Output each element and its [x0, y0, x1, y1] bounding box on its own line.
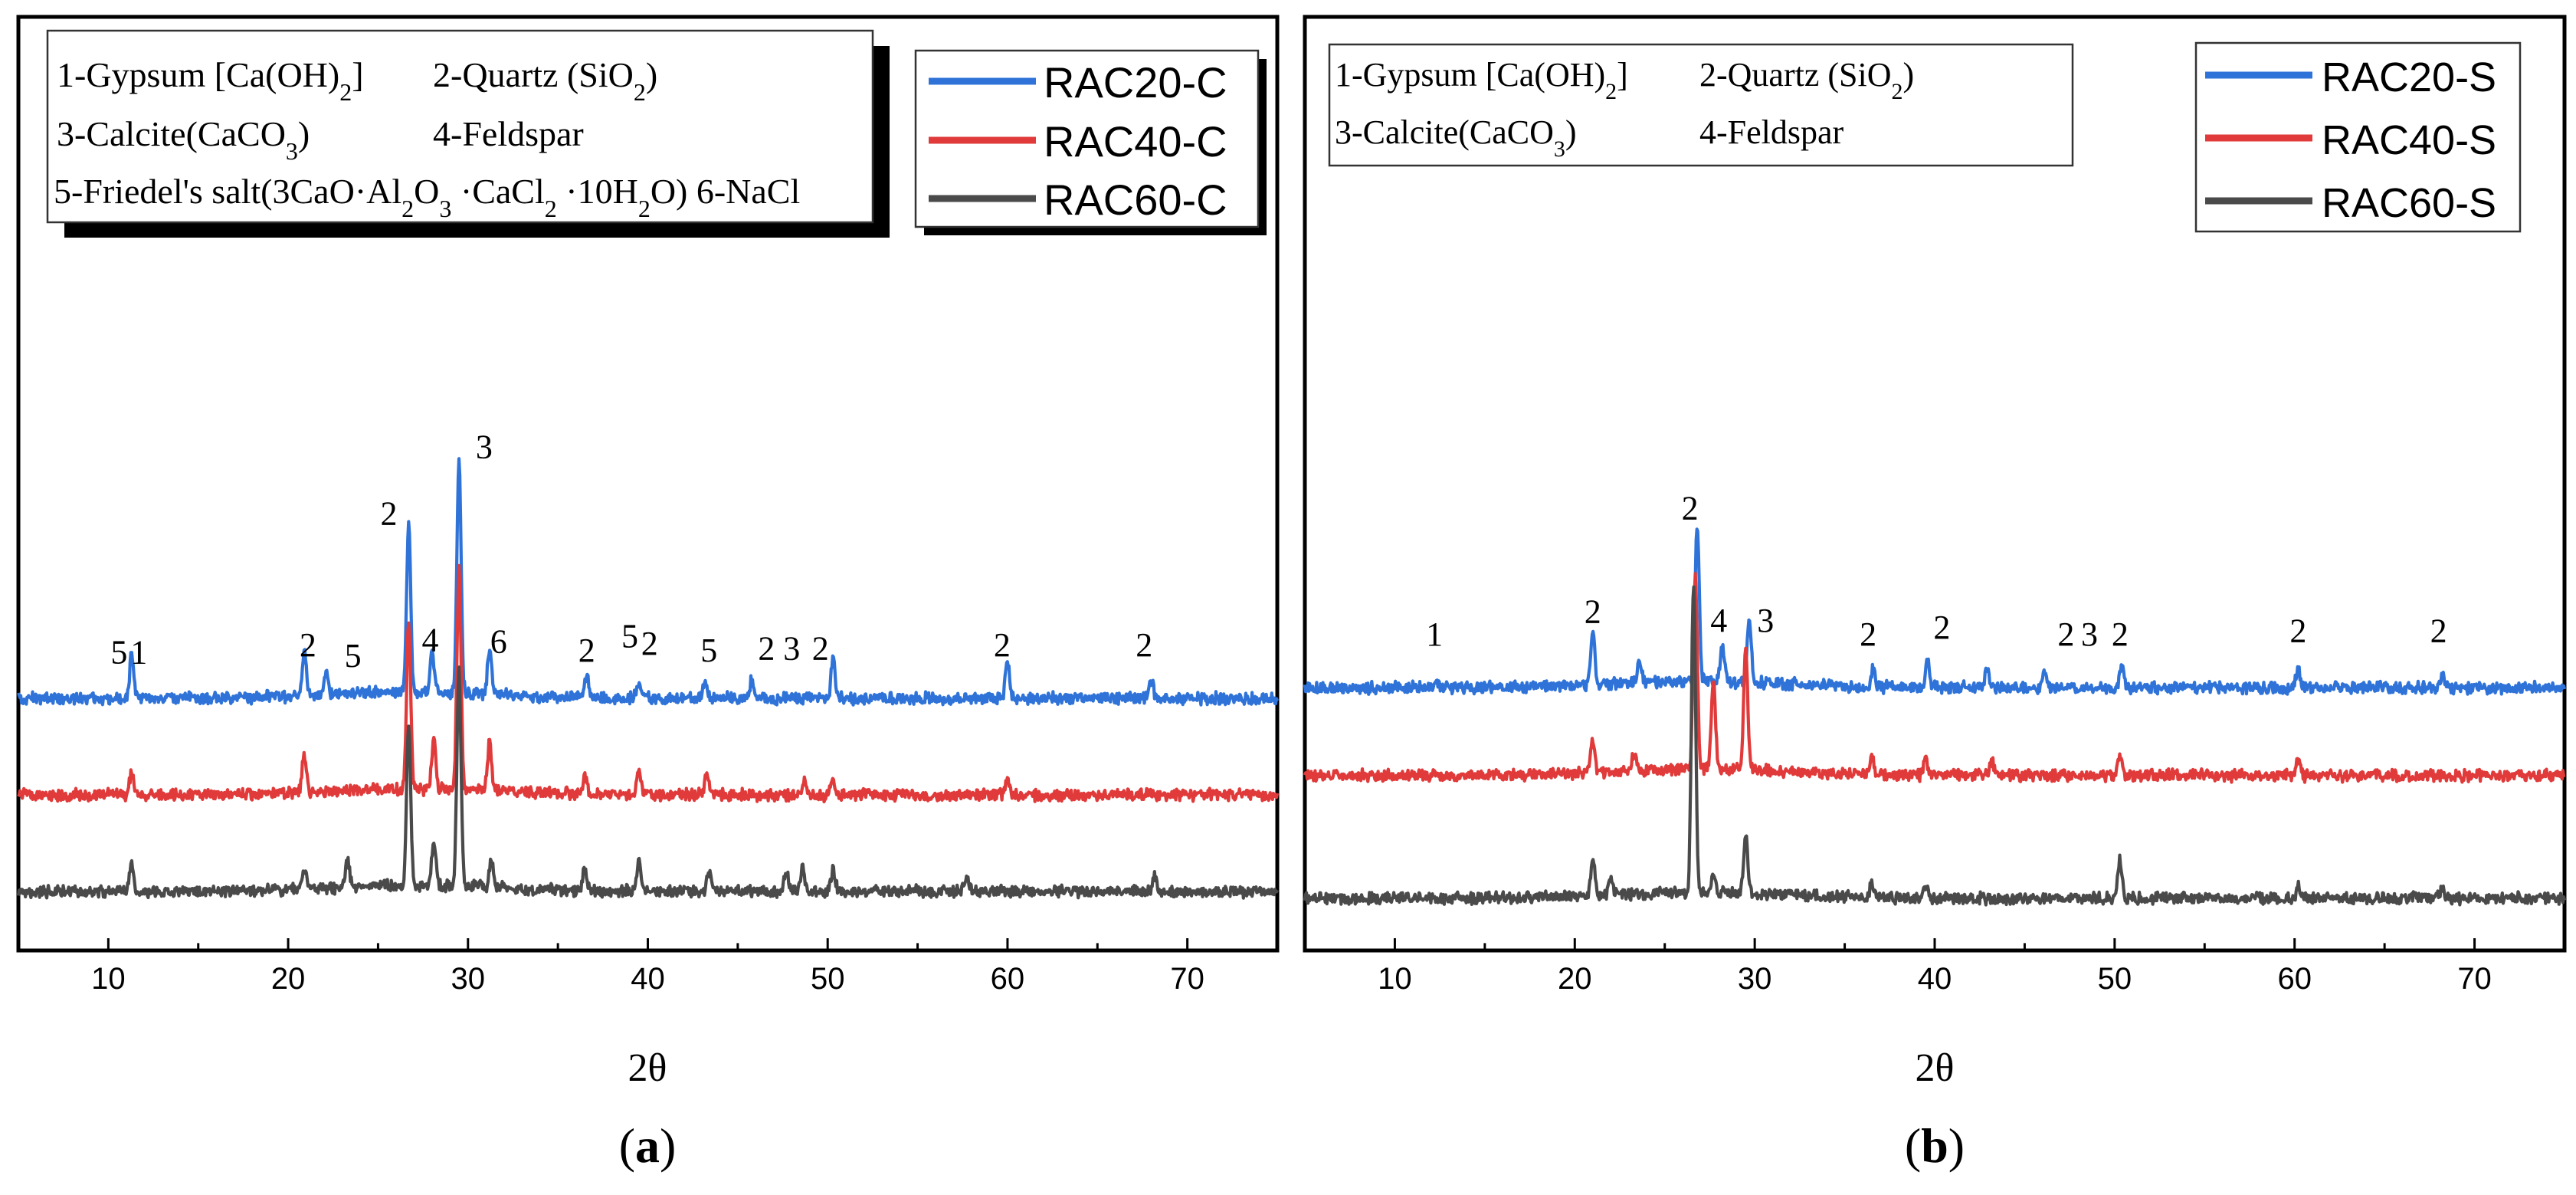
panel-a-phase-key: 1-Gypsum [Ca(OH)2] 2-Quartz (SiO2) 3-Cal… [46, 29, 890, 238]
panel-a-caption: (a) [619, 1118, 677, 1173]
peak-label: 2 [1585, 593, 1601, 631]
peak-label: 5 [621, 618, 638, 655]
peak-label: 2 [1933, 609, 1950, 646]
x-tick-label: 60 [991, 962, 1025, 996]
peak-label: 2 [2430, 612, 2447, 650]
peak-label: 3 [2081, 616, 2098, 653]
series-rac20-s-line [1303, 527, 2567, 696]
peak-label: 4 [1710, 602, 1727, 639]
x-tick-label: 70 [1170, 962, 1204, 996]
x-tick-label: 50 [2098, 962, 2132, 996]
x-tick-label: 50 [811, 962, 845, 996]
peak-label: 2 [381, 494, 398, 532]
legend-label-rac20-c: RAC20-C [1044, 58, 1227, 107]
phase-key-box [46, 29, 874, 224]
legend-label-rac60-c: RAC60-C [1044, 176, 1227, 224]
peak-label: 4 [422, 621, 439, 658]
panel-a-x-axis-label: 2θ [628, 1046, 667, 1090]
phase-key-feldspar: 4-Feldspar [433, 114, 584, 153]
legend-label-rac20-s: RAC20-S [2322, 54, 2496, 100]
peak-label: 2 [758, 630, 775, 668]
series-rac40-s-line [1303, 572, 2566, 784]
peak-label: 3 [1757, 602, 1774, 639]
peak-label: 2 [812, 630, 829, 668]
x-tick-label: 30 [1738, 962, 1772, 996]
legend-label-rac40-s: RAC40-S [2322, 117, 2496, 163]
x-tick-label: 70 [2457, 962, 2492, 996]
x-tick-label: 20 [1558, 962, 1592, 996]
x-tick-label: 40 [631, 962, 665, 996]
panel-a-legend: RAC20-C RAC40-C RAC60-C [914, 49, 1267, 235]
x-tick-label: 40 [1918, 962, 1952, 996]
x-tick-label: 30 [451, 962, 486, 996]
panel-b-x-axis: 10 20 30 40 50 60 70 [1303, 938, 2566, 996]
peak-label: 2 [300, 626, 316, 664]
peak-label: 2 [2112, 616, 2129, 653]
phase-key-b-feldspar: 4-Feldspar [1699, 113, 1844, 151]
legend-label-rac60-s: RAC60-S [2322, 180, 2496, 226]
panel-a-plot [16, 457, 1280, 900]
peak-label: 6 [490, 623, 507, 661]
peak-label: 2 [578, 632, 595, 669]
series-rac60-s-line [1303, 585, 2567, 907]
panel-a-x-axis: 10 20 30 40 50 60 70 [17, 938, 1279, 996]
peak-label: 5 [700, 632, 717, 669]
x-tick-label: 10 [1378, 962, 1412, 996]
x-tick-label: 20 [271, 962, 306, 996]
peak-label: 2 [2289, 612, 2306, 650]
peak-label: 2 [994, 626, 1011, 664]
peak-label: 3 [783, 630, 800, 668]
peak-label: 2 [1682, 489, 1699, 527]
panel-b-caption: (b) [1905, 1118, 1965, 1173]
peak-label: 5 [110, 633, 127, 671]
peak-label: 1 [130, 633, 147, 671]
series-rac60-c-line [16, 665, 1279, 900]
series-rac40-c-line [17, 563, 1280, 804]
peak-label: 5 [345, 637, 362, 675]
peak-label: 1 [1426, 616, 1443, 653]
legend-label-rac40-c: RAC40-C [1044, 117, 1227, 166]
peak-label: 2 [641, 625, 658, 662]
panel-b-phase-key: 1-Gypsum [Ca(OH)2] 2-Quartz (SiO2) 3-Cal… [1328, 43, 2074, 167]
x-tick-label: 10 [91, 962, 126, 996]
panel-b-legend: RAC20-S RAC40-S RAC60-S [2194, 41, 2522, 233]
panel-b-plot [1303, 527, 2567, 907]
peak-label: 2 [1860, 616, 1876, 653]
series-rac20-c-line [17, 457, 1279, 707]
x-tick-label: 60 [2277, 962, 2312, 996]
peak-label: 3 [476, 428, 493, 465]
phase-key-box-b [1328, 43, 2074, 167]
peak-label: 2 [2057, 616, 2074, 653]
peak-label: 2 [1136, 626, 1152, 664]
panel-b-x-axis-label: 2θ [1916, 1046, 1955, 1090]
